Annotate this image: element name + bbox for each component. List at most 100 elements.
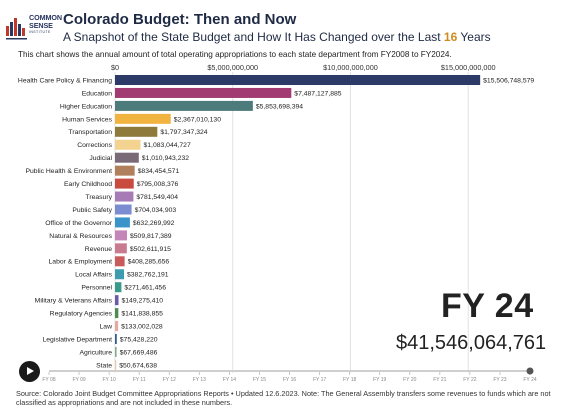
- value-label: $15,506,748,579: [483, 77, 534, 84]
- logo-wordmark: COMMON SENSE INSTITUTE: [29, 13, 62, 35]
- timeline-label: FY 22: [463, 377, 476, 383]
- subtitle-text-after: Years: [457, 30, 491, 44]
- category-label: State: [96, 362, 112, 369]
- category-label: Human Services: [62, 116, 112, 123]
- bar: [115, 359, 117, 370]
- category-label: Agriculture: [80, 349, 113, 356]
- category-label: Treasury: [85, 194, 112, 201]
- value-label: $2,367,010,130: [174, 116, 221, 123]
- value-label: $271,461,456: [124, 285, 166, 292]
- category-label: Public Health & Environment: [25, 168, 112, 175]
- bar: [115, 126, 158, 137]
- bar: [115, 256, 125, 267]
- page-subtitle: A Snapshot of the State Budget and How I…: [63, 30, 491, 44]
- timeline-label: FY 23: [493, 377, 506, 383]
- timeline-label: FY 21: [433, 377, 446, 383]
- bar: [115, 139, 141, 150]
- bar: [115, 113, 171, 124]
- subtitle-year-count: 16: [443, 30, 458, 44]
- category-label: Education: [82, 90, 112, 97]
- category-label: Office of the Governor: [45, 220, 112, 227]
- category-label: Corrections: [77, 142, 112, 149]
- timeline-label: FY 15: [253, 377, 266, 383]
- timeline-label: FY 17: [313, 377, 326, 383]
- value-label: $509,817,389: [130, 233, 172, 240]
- category-label: Higher Education: [60, 103, 112, 110]
- bar: [115, 308, 119, 319]
- bar: [115, 243, 127, 254]
- value-label: $1,797,347,324: [160, 129, 207, 136]
- category-label: Military & Veterans Affairs: [35, 298, 113, 305]
- timeline-label: FY 20: [403, 377, 416, 383]
- logo-line-3: INSTITUTE: [29, 30, 51, 34]
- category-label: Natural & Resources: [49, 233, 112, 240]
- timeline-label: FY 12: [163, 377, 176, 383]
- x-tick-label: $15,000,000,000: [441, 63, 496, 72]
- total-appropriations: $41,546,064,761: [396, 332, 547, 354]
- bar: [115, 165, 135, 176]
- value-label: $781,549,404: [136, 194, 178, 201]
- logo-line-2: SENSE: [29, 21, 53, 30]
- category-label: Judicial: [89, 155, 112, 162]
- value-label: $133,002,028: [121, 323, 163, 330]
- bar: [115, 152, 139, 163]
- x-tick-label: $10,000,000,000: [323, 63, 378, 72]
- logo-line-1: COMMON: [29, 13, 62, 22]
- bar: [115, 204, 132, 215]
- bar: [115, 191, 134, 202]
- value-label: $834,454,571: [138, 168, 180, 175]
- timeline-label: FY 24: [523, 377, 536, 383]
- bar: [115, 87, 292, 98]
- bar: [115, 269, 125, 280]
- current-period-label: FY 24: [441, 287, 534, 325]
- timeline-label: FY 09: [72, 377, 85, 383]
- bar: [115, 321, 119, 332]
- value-label: $1,083,044,727: [144, 142, 191, 149]
- bar: [115, 346, 117, 357]
- value-label: $408,285,656: [128, 259, 170, 266]
- timeline-label: FY 08: [42, 377, 55, 383]
- category-label: Legislative Department: [42, 336, 112, 343]
- value-label: $704,034,903: [135, 207, 177, 214]
- category-label: Law: [100, 323, 113, 330]
- category-label: Labor & Employment: [49, 259, 113, 266]
- timeline-label: FY 13: [193, 377, 206, 383]
- timeline-label: FY 14: [223, 377, 236, 383]
- category-label: Public Safety: [72, 207, 112, 214]
- timeline-label: FY 10: [103, 377, 116, 383]
- category-label: Local Affairs: [75, 272, 113, 279]
- x-tick-label: $0: [111, 63, 119, 72]
- play-button[interactable]: [19, 361, 40, 382]
- subtitle-text-before: A Snapshot of the State Budget and How I…: [63, 30, 444, 44]
- timeline-handle[interactable]: [526, 367, 534, 375]
- chart-description: This chart shows the annual amount of to…: [18, 50, 452, 59]
- page-title: Colorado Budget: Then and Now: [63, 11, 297, 28]
- source-note: Source: Colorado Joint Budget Committee …: [16, 389, 551, 407]
- value-label: $75,428,220: [120, 336, 158, 343]
- bar: [115, 295, 119, 306]
- timeline-label: FY 16: [283, 377, 296, 383]
- bar: [115, 100, 253, 111]
- category-label: Early Childhood: [64, 181, 112, 188]
- category-label: Regulatory Agencies: [50, 311, 113, 318]
- value-label: $502,611,915: [130, 246, 171, 253]
- category-label: Revenue: [85, 246, 112, 253]
- value-label: $50,674,638: [119, 362, 157, 369]
- bar: [115, 217, 130, 228]
- timeline-label: FY 18: [343, 377, 356, 383]
- value-label: $7,487,127,885: [294, 90, 341, 97]
- value-label: $382,762,191: [127, 272, 169, 279]
- bar: [115, 230, 128, 241]
- value-label: $795,008,376: [137, 181, 179, 188]
- value-label: $149,275,410: [122, 298, 164, 305]
- timeline-label: FY 11: [133, 377, 146, 383]
- category-label: Personnel: [81, 285, 112, 292]
- common-sense-institute-logo: [6, 18, 27, 40]
- value-label: $1,010,943,232: [142, 155, 189, 162]
- value-label: $67,669,486: [120, 349, 158, 356]
- value-label: $141,838,855: [121, 311, 163, 318]
- category-label: Health Care Policy & Financing: [18, 77, 112, 84]
- x-tick-label: $5,000,000,000: [207, 63, 258, 72]
- bar: [115, 334, 117, 344]
